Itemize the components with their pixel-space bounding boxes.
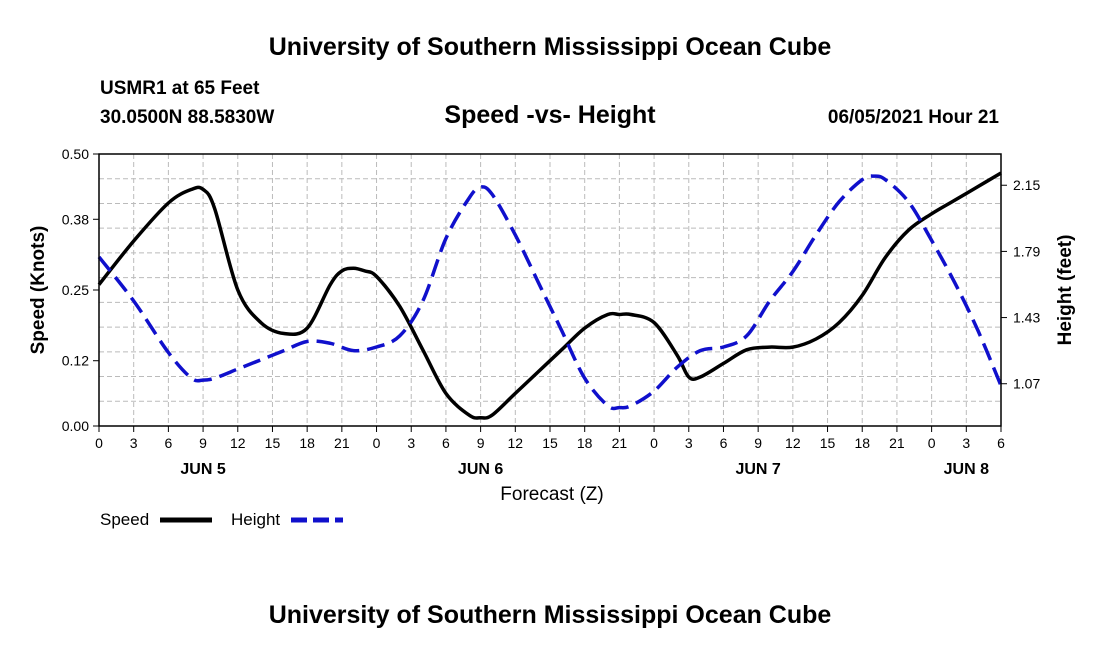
x-tick-label: 9: [199, 435, 207, 451]
x-tick-label: 15: [542, 435, 558, 451]
y2-tick-label: 2.15: [1013, 177, 1040, 193]
x-tick-label: 18: [299, 435, 315, 451]
y-tick-label: 0.00: [62, 418, 89, 434]
x-tick-label: 3: [962, 435, 970, 451]
x-axis-title: Forecast (Z): [500, 484, 603, 505]
x-tick-label: 18: [854, 435, 870, 451]
legend-height-label: Height: [231, 510, 280, 529]
axes: 0 3 6 9 12 15 18 21 0 3 6 9 12 15 18 21 0 3 6 9 12 15 18 21 0 3 6 0…: [62, 146, 1041, 478]
x-tick-label: 12: [230, 435, 246, 451]
speed-series-line: [97, 171, 1002, 420]
x-tick-label: 9: [754, 435, 762, 451]
y-axis-title: Speed (Knots): [28, 226, 49, 355]
x-tick-label: 12: [508, 435, 524, 451]
y-tick-label: 0.50: [62, 146, 89, 162]
date-label: JUN 7: [735, 461, 780, 478]
height-series-line: [97, 174, 1003, 411]
y2-tick-label: 1.43: [1013, 310, 1040, 326]
x-tick-label: 6: [442, 435, 450, 451]
series-layer: [97, 171, 1003, 420]
x-tick-label: 21: [889, 435, 905, 451]
y2-tick-label: 1.79: [1013, 243, 1040, 259]
station-label: USMR1 at 65 Feet: [100, 78, 260, 99]
x-tick-label: 3: [130, 435, 138, 451]
x-tick-label: 15: [820, 435, 836, 451]
date-label: JUN 8: [944, 461, 989, 478]
x-tick-label: 18: [577, 435, 593, 451]
x-tick-label: 6: [164, 435, 172, 451]
x-tick-label: 3: [685, 435, 693, 451]
y-tick-label: 0.25: [62, 282, 89, 298]
coordinates-label: 30.0500N 88.5830W: [100, 107, 275, 128]
x-tick-label: 6: [720, 435, 728, 451]
grid: [99, 154, 1001, 426]
x-tick-label: 0: [650, 435, 658, 451]
x-tick-label: 12: [785, 435, 801, 451]
y-tick-label: 0.38: [62, 211, 89, 227]
x-tick-label: 9: [477, 435, 485, 451]
x-tick-label: 0: [373, 435, 381, 451]
legend-speed-label: Speed: [100, 510, 149, 529]
chart-title: Speed -vs- Height: [444, 101, 656, 129]
x-tick-label: 15: [265, 435, 281, 451]
x-tick-label: 0: [95, 435, 103, 451]
y2-axis-title: Height (feet): [1055, 235, 1076, 346]
x-tick-label: 0: [928, 435, 936, 451]
page-title: University of Southern Mississippi Ocean…: [268, 33, 832, 61]
timestamp-label: 06/05/2021 Hour 21: [827, 107, 999, 128]
footer-title: University of Southern Mississippi Ocean…: [268, 601, 832, 629]
y-tick-label: 0.12: [62, 353, 89, 369]
x-tick-label: 21: [612, 435, 628, 451]
legend: Speed Height: [100, 510, 343, 529]
date-label: JUN 6: [458, 461, 503, 478]
date-label: JUN 5: [180, 461, 225, 478]
x-tick-label: 6: [997, 435, 1005, 451]
x-tick-label: 3: [407, 435, 415, 451]
y2-tick-label: 1.07: [1013, 376, 1040, 392]
x-tick-label: 21: [334, 435, 350, 451]
